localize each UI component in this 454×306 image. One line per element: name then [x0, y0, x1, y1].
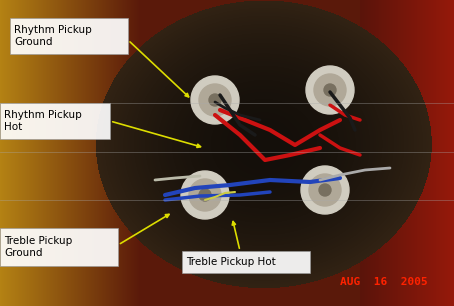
Circle shape	[189, 179, 221, 211]
FancyBboxPatch shape	[0, 228, 118, 266]
Circle shape	[324, 84, 336, 96]
Circle shape	[199, 189, 211, 201]
Circle shape	[191, 76, 239, 124]
FancyBboxPatch shape	[0, 103, 110, 139]
Circle shape	[306, 66, 354, 114]
Text: Treble Pickup
Ground: Treble Pickup Ground	[4, 236, 72, 258]
Text: Rhythm Pickup
Hot: Rhythm Pickup Hot	[4, 110, 82, 132]
Circle shape	[319, 184, 331, 196]
FancyBboxPatch shape	[10, 18, 128, 54]
Circle shape	[309, 174, 341, 206]
Circle shape	[314, 74, 346, 106]
Text: AUG  16  2005: AUG 16 2005	[340, 277, 428, 287]
Circle shape	[181, 171, 229, 219]
Circle shape	[301, 166, 349, 214]
Circle shape	[199, 84, 231, 116]
Text: Rhythm Pickup
Ground: Rhythm Pickup Ground	[14, 25, 92, 47]
FancyBboxPatch shape	[182, 251, 310, 273]
Circle shape	[209, 94, 221, 106]
Text: Treble Pickup Hot: Treble Pickup Hot	[186, 257, 276, 267]
